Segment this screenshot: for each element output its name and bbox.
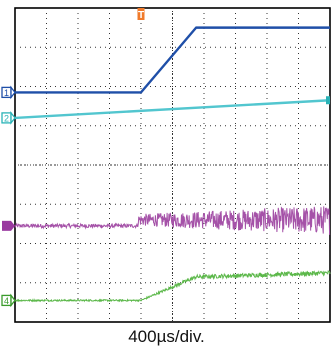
channel-marker-right-2 [326, 96, 330, 105]
trace-channel-3 [14, 206, 331, 236]
channel-marker-1: 1 [1, 85, 16, 100]
grid [15, 8, 330, 322]
channel-marker-label: 1 [4, 88, 9, 98]
channel-marker-2: 2 [1, 111, 16, 125]
channel-marker-arrow [10, 85, 16, 100]
trigger-marker-label: T [138, 10, 144, 21]
channel-marker-label: 4 [4, 296, 9, 306]
channel-marker-arrow [10, 111, 16, 125]
trace-channel-1 [15, 26, 330, 94]
channel-markers: 1 2 4 T [1, 8, 330, 308]
channel-marker-box [2, 220, 11, 231]
channel-marker-arrow [10, 293, 16, 308]
traces [14, 26, 331, 303]
oscilloscope-plot: 1 2 4 T [1, 7, 331, 323]
channel-marker-4: 4 [1, 293, 16, 308]
channel-marker-arrow [11, 220, 15, 231]
trace-channel-2 [14, 99, 331, 120]
trigger-marker-box [137, 8, 145, 20]
channel-marker-3 [2, 220, 15, 231]
trace-channel-4 [14, 269, 331, 303]
trigger-marker: T [137, 8, 145, 21]
time-per-division-label: 400µs/div. [128, 327, 205, 346]
channel-marker-right-box [326, 96, 330, 105]
channel-marker-label: 2 [4, 114, 9, 124]
